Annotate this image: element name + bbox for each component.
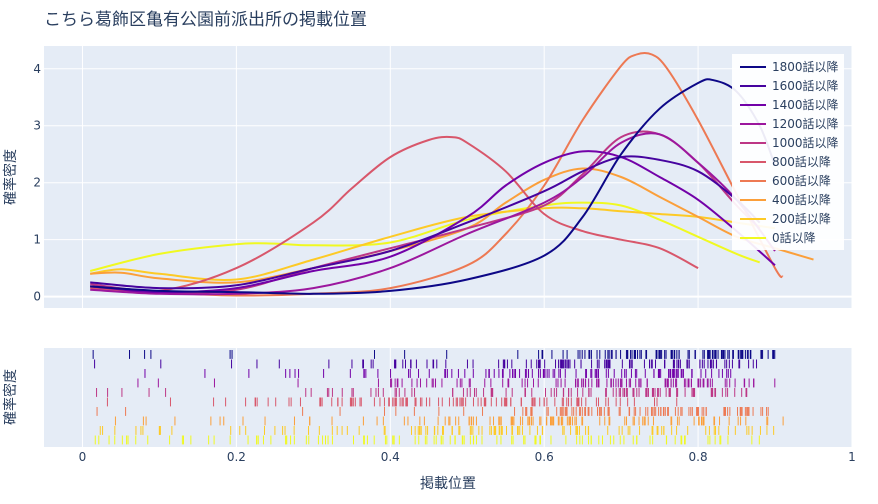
rug-y-axis-label: 確率密度 <box>2 369 19 425</box>
legend-label: 1800話以降 <box>772 59 839 74</box>
x-tick-label: 0.2 <box>227 450 246 464</box>
legend-label: 1200話以降 <box>772 116 839 131</box>
legend-item[interactable]: 400話以降 <box>740 192 831 207</box>
x-tick-labels: 0 0.2 0.4 0.6 0.8 1 <box>79 450 856 464</box>
legend-label: 400話以降 <box>772 192 831 207</box>
y-tick-labels: 0 1 2 3 4 <box>33 62 41 304</box>
legend-item[interactable]: 1800話以降 <box>740 59 839 74</box>
legend-item[interactable]: 1600話以降 <box>740 78 839 93</box>
legend-label: 1400話以降 <box>772 97 839 112</box>
x-tick-label: 0.6 <box>535 450 554 464</box>
legend[interactable]: 1800話以降 1600話以降 1400話以降 1200話以降 1000話以降 800話以… <box>732 54 844 250</box>
y-tick-label: 1 <box>33 233 41 247</box>
main-plot-area <box>44 46 852 308</box>
y-tick-label: 4 <box>33 62 41 76</box>
x-axis-label: 掲載位置 <box>420 476 476 492</box>
series-line <box>90 155 761 290</box>
legend-label: 600話以降 <box>772 173 831 188</box>
y-tick-label: 2 <box>33 176 41 190</box>
rug-plot-area <box>44 348 852 447</box>
y-axis-label: 確率密度 <box>2 149 19 205</box>
y-tick-label: 3 <box>33 119 41 133</box>
x-tick-label: 1 <box>848 450 856 464</box>
legend-item[interactable]: 1200話以降 <box>740 116 839 131</box>
y-tick-label: 0 <box>33 290 41 304</box>
chart-title: こちら葛飾区亀有公園前派出所の掲載位置 <box>44 10 367 30</box>
legend-label: 1000話以降 <box>772 135 839 150</box>
main-grid <box>44 46 853 308</box>
series-line <box>90 51 784 297</box>
series-line <box>90 135 699 293</box>
legend-label: 200話以降 <box>772 211 831 226</box>
legend-item[interactable]: 1400話以降 <box>740 97 839 112</box>
legend-label: 800話以降 <box>772 154 831 169</box>
legend-label: 0話以降 <box>772 230 816 245</box>
density-lines <box>89 51 814 297</box>
series-line <box>90 150 776 294</box>
rug-marks <box>92 350 784 445</box>
x-tick-label: 0.4 <box>381 450 400 464</box>
x-tick-label: 0.8 <box>689 450 708 464</box>
legend-item[interactable]: 600話以降 <box>740 173 831 188</box>
series-line <box>90 78 776 295</box>
legend-item[interactable]: 200話以降 <box>740 211 831 226</box>
legend-item[interactable]: 800話以降 <box>740 154 831 169</box>
x-tick-label: 0 <box>79 450 87 464</box>
legend-label: 1600話以降 <box>772 78 839 93</box>
series-line <box>90 132 776 296</box>
legend-item[interactable]: 1000話以降 <box>740 135 839 150</box>
legend-item[interactable]: 0話以降 <box>740 230 816 245</box>
